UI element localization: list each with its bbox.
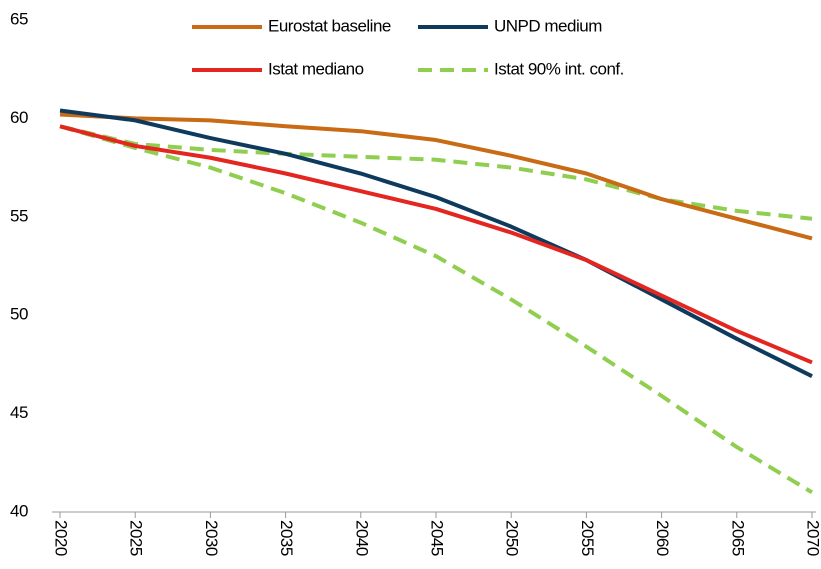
legend-label: UNPD medium <box>494 16 602 35</box>
y-tick-label: 45 <box>10 403 28 422</box>
x-tick-label: 2065 <box>728 520 747 556</box>
x-tick-label: 2030 <box>202 520 221 556</box>
x-tick-label: 2055 <box>578 520 597 556</box>
y-tick-label: 50 <box>10 305 28 324</box>
x-tick-label: 2045 <box>428 520 447 556</box>
series-line <box>59 124 813 221</box>
series-line <box>59 124 814 495</box>
series-line <box>59 124 813 365</box>
x-tick-label: 2040 <box>352 520 371 556</box>
series-line <box>59 112 813 241</box>
y-tick-label: 60 <box>10 108 28 127</box>
x-tick-label: 2060 <box>653 520 672 556</box>
x-tick-label: 2025 <box>127 520 146 556</box>
y-tick-label: 65 <box>10 9 28 28</box>
x-tick-label: 2050 <box>503 520 522 556</box>
series-line <box>59 108 813 378</box>
x-tick-label: 2035 <box>277 520 296 556</box>
x-tick-label: 2070 <box>804 520 821 556</box>
legend-label: Eurostat baseline <box>268 16 391 35</box>
y-tick-label: 55 <box>10 206 28 225</box>
legend-label: Istat 90% int. conf. <box>494 59 624 78</box>
x-tick-label: 2020 <box>52 520 71 556</box>
legend-label: Istat mediano <box>268 59 364 78</box>
y-tick-label: 40 <box>10 501 28 520</box>
